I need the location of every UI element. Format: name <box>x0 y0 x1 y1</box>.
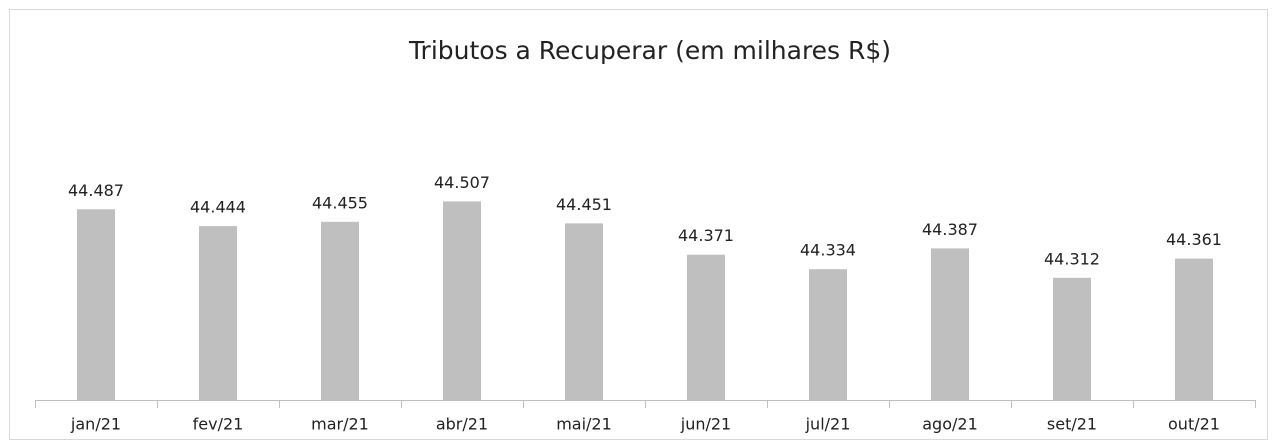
bar <box>931 248 969 400</box>
x-tick-label: jul/21 <box>805 415 851 434</box>
x-tick-label: fev/21 <box>193 415 244 434</box>
bar <box>1053 277 1091 400</box>
value-label: 44.387 <box>922 220 978 239</box>
x-tick-label: jun/21 <box>680 415 731 434</box>
value-label: 44.451 <box>556 195 612 214</box>
value-label: 44.361 <box>1166 230 1222 249</box>
bar <box>565 223 603 400</box>
value-label: 44.444 <box>190 198 246 217</box>
x-tick-label: out/21 <box>1168 415 1220 434</box>
bar <box>1175 258 1213 400</box>
x-tick-label: mar/21 <box>311 415 369 434</box>
value-label: 44.334 <box>800 241 856 260</box>
bar <box>443 201 481 400</box>
bar <box>687 254 725 400</box>
bar <box>199 226 237 400</box>
bar <box>809 269 847 400</box>
bar <box>321 221 359 400</box>
bar <box>77 209 115 400</box>
x-tick-label: ago/21 <box>922 415 978 434</box>
value-label: 44.371 <box>678 226 734 245</box>
x-tick-label: abr/21 <box>436 415 488 434</box>
chart-title: Tributos a Recuperar (em milhares R$) <box>408 36 891 65</box>
x-tick-label: jan/21 <box>70 415 121 434</box>
value-label: 44.455 <box>312 193 368 212</box>
value-label: 44.507 <box>434 173 490 192</box>
value-label: 44.312 <box>1044 249 1100 268</box>
value-label: 44.487 <box>68 181 124 200</box>
x-tick-label: mai/21 <box>556 415 612 434</box>
x-tick-label: set/21 <box>1047 415 1097 434</box>
